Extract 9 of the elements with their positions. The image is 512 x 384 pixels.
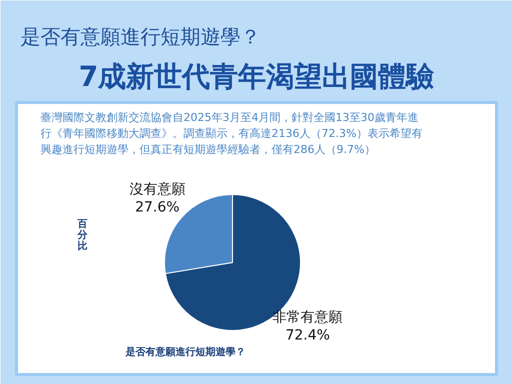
text: 是否有意願進行短期遊學？ (20, 24, 260, 48)
data-label: 72.4% (285, 327, 330, 344)
chart-title: 7成新世代青年渴望出國體驗 (78, 60, 436, 93)
slice-label: 非常有意願 (272, 309, 343, 326)
data-label: 27.6% (135, 200, 180, 216)
text: 百分比 (76, 219, 88, 252)
slice-label: 沒有意願 (129, 182, 186, 198)
text: 臺灣國際文教創新交流協會自2025年3月至4月間，針對全國13至30歲青年進行《青年國際移動大調查》。調查顯示，有高達2136人（72.3%）表示希望有興趣進行短期遊學，但真正有短期遊學經驗者，僅有286人（9.7%） (40, 111, 422, 156)
text: 是否有意願進行短期遊學？ (124, 346, 246, 358)
